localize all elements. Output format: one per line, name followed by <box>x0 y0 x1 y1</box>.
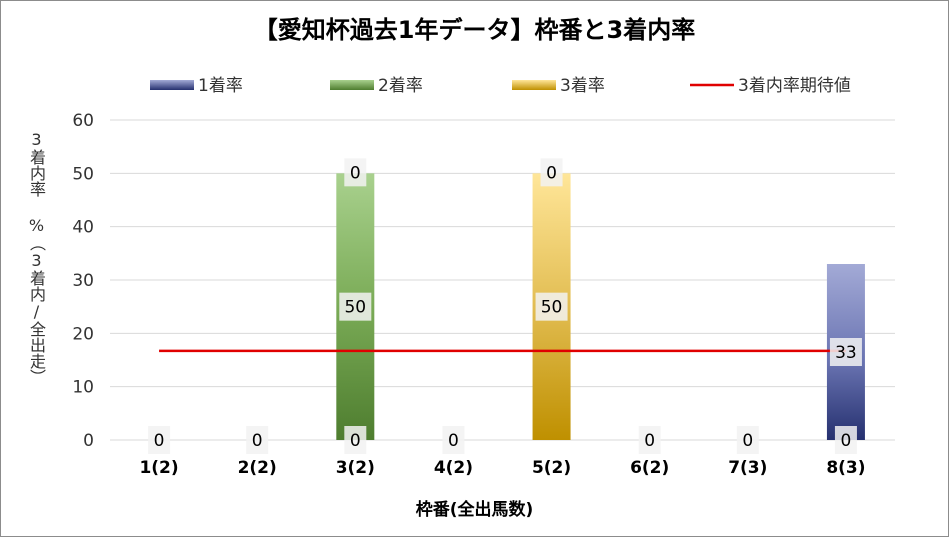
data-label: 0 <box>350 431 361 451</box>
y-tick-label: 50 <box>72 164 94 184</box>
gridlines <box>110 119 895 441</box>
x-tick-labels: 1(2) 2(2) 3(2) 4(2) 5(2) 6(2) 7(3) 8(3) <box>139 458 865 478</box>
data-label-background <box>834 426 857 454</box>
x-tick-label: 8(3) <box>826 458 865 478</box>
data-label-background <box>736 426 759 454</box>
x-tick-label: 1(2) <box>139 458 178 478</box>
y-tick-label: 30 <box>72 271 94 291</box>
data-label: 0 <box>154 431 165 451</box>
x-axis-label: 枠番(全出馬数) <box>415 500 534 520</box>
data-label-background <box>535 292 568 321</box>
data-label: 33 <box>835 343 857 363</box>
data-label-background <box>339 292 372 321</box>
data-label-background <box>540 158 563 187</box>
data-label-background <box>638 426 661 454</box>
data-label-background <box>829 338 862 366</box>
data-label: 0 <box>546 163 557 183</box>
data-label-background <box>246 426 269 454</box>
y-tick-label: 40 <box>72 218 94 238</box>
data-label-background <box>148 426 171 454</box>
data-label: 0 <box>644 431 655 451</box>
legend-label: 3着率 <box>560 76 605 96</box>
data-label: 0 <box>252 431 263 451</box>
y-tick-label: 0 <box>83 431 94 451</box>
y-tick-labels: 0 10 20 30 40 50 60 <box>72 111 94 451</box>
y-axis-label: 3着内率 %（3着内/全出走） <box>27 130 46 385</box>
data-label-background <box>344 158 367 187</box>
data-label: 50 <box>541 298 563 318</box>
bars <box>336 173 865 441</box>
legend-label: 1着率 <box>198 76 243 96</box>
legend: 1着率 2着率 3着率 3着内率期待値 <box>150 76 851 96</box>
y-tick-label: 60 <box>72 111 94 131</box>
x-tick-label: 2(2) <box>238 458 277 478</box>
x-tick-label: 3(2) <box>336 458 375 478</box>
data-label: 0 <box>448 431 459 451</box>
data-label: 50 <box>344 298 366 318</box>
legend-swatch <box>150 80 194 90</box>
legend-label: 3着内率期待値 <box>738 76 851 96</box>
legend-swatch <box>330 80 374 90</box>
legend-swatch <box>512 80 556 90</box>
data-labels: 0 0 0 50 0 0 50 0 0 0 33 0 <box>148 158 862 454</box>
data-label: 0 <box>350 163 361 183</box>
data-label: 0 <box>742 431 753 451</box>
x-tick-label: 7(3) <box>728 458 767 478</box>
data-label: 0 <box>841 431 852 451</box>
x-tick-label: 4(2) <box>434 458 473 478</box>
y-tick-label: 10 <box>72 378 94 398</box>
y-tick-label: 20 <box>72 324 94 344</box>
x-tick-label: 6(2) <box>630 458 669 478</box>
chart-title: 【愛知杯過去1年データ】枠番と3着内率 <box>253 16 696 44</box>
legend-label: 2着率 <box>378 76 423 96</box>
data-label-background <box>442 426 465 454</box>
data-label-background <box>344 426 367 454</box>
x-tick-label: 5(2) <box>532 458 571 478</box>
